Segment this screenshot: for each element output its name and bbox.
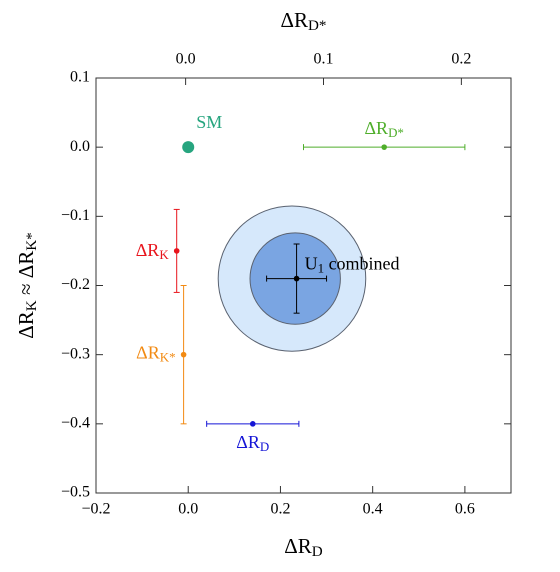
- point: [173, 248, 180, 254]
- point-label: U1 combined: [305, 254, 400, 276]
- point-label-part: ΔR: [236, 432, 260, 452]
- y-tick-label: −0.2: [61, 276, 90, 293]
- point-label: ΔRK: [136, 240, 170, 262]
- point-label-part: combined: [324, 254, 399, 274]
- x2-axis-label-part: ΔR: [281, 8, 309, 32]
- y-tick-label: 0.0: [70, 138, 90, 155]
- x-axis-label: ΔRD: [284, 534, 323, 560]
- point: [381, 144, 387, 150]
- point-label-part: D: [260, 439, 269, 454]
- point-label: SM: [196, 112, 222, 132]
- y-tick-label: −0.3: [61, 345, 90, 362]
- y-axis-label-part: K: [24, 300, 40, 311]
- x2-axis-label-part: D*: [308, 18, 326, 34]
- x-tick-label: 0.2: [270, 501, 290, 518]
- y-axis-label-part: ΔR: [14, 311, 38, 339]
- point: [249, 421, 256, 427]
- x2-axis-label: ΔRD*: [281, 8, 327, 34]
- point: [293, 275, 300, 282]
- point: [182, 141, 195, 154]
- point-label-part: ΔR: [136, 240, 160, 260]
- point-label-part: U: [305, 254, 318, 274]
- x-tick-label: 0.4: [363, 501, 383, 518]
- x-axis-label-part: D: [312, 544, 323, 560]
- x2-tick-label: 0.0: [176, 51, 196, 68]
- point-label: ΔRK*: [136, 343, 175, 365]
- y-axis-label: ΔRK ≈ ΔRK*: [14, 232, 40, 338]
- y-axis-label-part: K*: [24, 232, 40, 250]
- x-tick-label: 0.0: [178, 501, 198, 518]
- y-tick-label: −0.1: [61, 207, 90, 224]
- y-axis-label-part: ≈ ΔR: [14, 251, 38, 301]
- point-label-part: ΔR: [364, 118, 388, 138]
- point-label: ΔRD: [236, 432, 269, 454]
- point-label-part: SM: [196, 112, 222, 132]
- y-tick-label: −0.5: [61, 484, 90, 501]
- point-label-part: 1: [318, 260, 324, 275]
- x-axis-label-part: ΔR: [284, 534, 312, 558]
- point-label-part: ΔR: [136, 343, 160, 363]
- point-label: ΔRD*: [364, 118, 403, 140]
- point: [180, 351, 187, 358]
- x2-tick-label: 0.2: [451, 51, 471, 68]
- point-label-part: K*: [160, 350, 176, 365]
- y-tick-label: −0.4: [61, 415, 90, 432]
- point-label-part: K: [159, 247, 169, 262]
- x2-tick-label: 0.1: [313, 51, 333, 68]
- x-tick-label: 0.6: [455, 501, 475, 518]
- point-label-part: D*: [388, 125, 404, 140]
- x-tick-label: −0.2: [81, 501, 110, 518]
- y-tick-label: 0.1: [70, 69, 90, 86]
